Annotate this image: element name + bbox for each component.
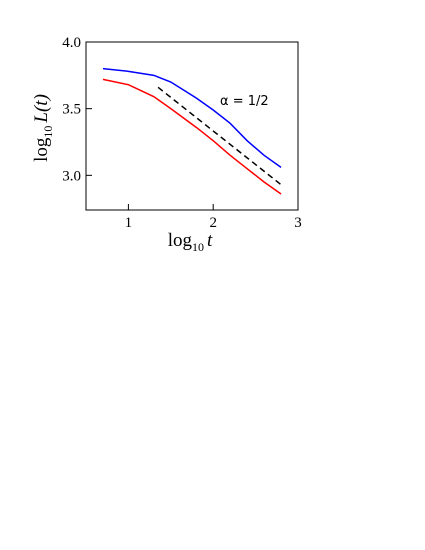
y-tick-label: 4.0 xyxy=(62,35,81,51)
data-line xyxy=(102,67,282,168)
y-axis-label: log10L(t) xyxy=(31,94,55,162)
x-tick-label: 2 xyxy=(209,215,217,231)
x-tick-label: 3 xyxy=(294,215,302,231)
y-tick-label: 3.5 xyxy=(62,102,81,118)
x-tick-label: 1 xyxy=(125,215,133,231)
x-axis-label: log10 t xyxy=(168,230,213,254)
y-tick-label: 3.0 xyxy=(62,168,81,184)
data-line xyxy=(102,78,282,195)
plot-frame xyxy=(85,41,299,211)
annotation: α = 1/2 xyxy=(220,94,269,109)
guide-line xyxy=(157,86,282,186)
